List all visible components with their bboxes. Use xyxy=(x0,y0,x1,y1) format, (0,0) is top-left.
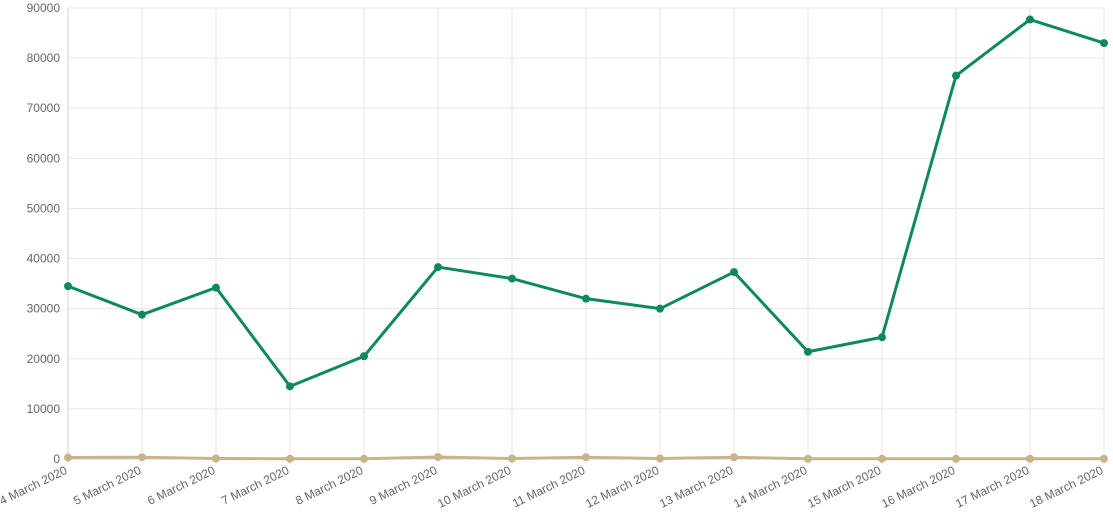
data-point[interactable] xyxy=(138,453,146,462)
data-point[interactable] xyxy=(878,454,886,463)
data-point[interactable] xyxy=(582,453,590,462)
x-tick-label: 11 March 2020 xyxy=(510,463,588,510)
data-point[interactable] xyxy=(434,263,442,272)
x-axis: 4 March 2020 5 March 2020 6 March 2020 7 Ma… xyxy=(0,463,1106,511)
data-point[interactable] xyxy=(1100,39,1108,48)
data-point[interactable] xyxy=(730,268,738,277)
data-point[interactable] xyxy=(508,454,516,463)
series-0 xyxy=(64,15,1108,391)
y-tick-label: 70000 xyxy=(27,101,61,115)
y-tick-label: 40000 xyxy=(27,252,61,266)
series-1 xyxy=(64,452,1108,463)
data-point[interactable] xyxy=(1026,454,1034,463)
data-point[interactable] xyxy=(878,333,886,342)
data-point[interactable] xyxy=(730,453,738,462)
data-point[interactable] xyxy=(656,454,664,463)
y-tick-label: 80000 xyxy=(27,51,61,65)
data-point[interactable] xyxy=(434,452,442,461)
x-tick-label: 13 March 2020 xyxy=(657,463,735,511)
x-tick-label: 16 March 2020 xyxy=(879,463,957,511)
data-point[interactable] xyxy=(1026,15,1034,24)
x-tick-label: 6 March 2020 xyxy=(145,463,217,508)
x-tick-label: 7 March 2020 xyxy=(219,463,291,508)
grid xyxy=(67,7,1105,464)
data-point[interactable] xyxy=(952,71,960,80)
x-tick-label: 15 March 2020 xyxy=(805,463,883,511)
y-tick-label: 20000 xyxy=(27,352,61,366)
y-tick-label: 10000 xyxy=(27,402,61,416)
data-point[interactable] xyxy=(286,454,294,463)
data-point[interactable] xyxy=(360,352,368,361)
data-point[interactable] xyxy=(64,282,72,291)
x-tick-label: 17 March 2020 xyxy=(953,463,1031,511)
data-point[interactable] xyxy=(286,382,294,391)
data-point[interactable] xyxy=(138,310,146,319)
data-point[interactable] xyxy=(508,274,516,283)
data-point[interactable] xyxy=(804,347,812,356)
x-tick-label: 9 March 2020 xyxy=(367,463,439,508)
data-point[interactable] xyxy=(952,454,960,463)
x-tick-label: 14 March 2020 xyxy=(731,463,809,511)
data-point[interactable] xyxy=(1100,454,1108,463)
x-tick-label: 8 March 2020 xyxy=(293,463,365,508)
y-tick-label: 90000 xyxy=(27,1,61,15)
y-tick-label: 30000 xyxy=(27,302,61,316)
y-tick-label: 50000 xyxy=(27,201,61,215)
data-point[interactable] xyxy=(656,304,664,313)
x-tick-label: 5 March 2020 xyxy=(71,463,143,508)
x-tick-label: 10 March 2020 xyxy=(435,463,513,511)
y-tick-label: 60000 xyxy=(27,151,61,165)
y-tick-label: 0 xyxy=(53,452,60,466)
data-point[interactable] xyxy=(212,454,220,463)
data-point[interactable] xyxy=(582,294,590,303)
series-layer xyxy=(64,15,1108,463)
x-tick-label: 4 March 2020 xyxy=(0,463,70,508)
data-point[interactable] xyxy=(360,454,368,463)
data-point[interactable] xyxy=(64,453,72,462)
data-point[interactable] xyxy=(212,283,220,292)
y-axis: 0 10000 20000 30000 40000 50000 60000 70000 8000… xyxy=(27,1,61,466)
data-point[interactable] xyxy=(804,454,812,463)
x-tick-label: 18 March 2020 xyxy=(1027,463,1105,511)
x-tick-label: 12 March 2020 xyxy=(583,463,661,511)
